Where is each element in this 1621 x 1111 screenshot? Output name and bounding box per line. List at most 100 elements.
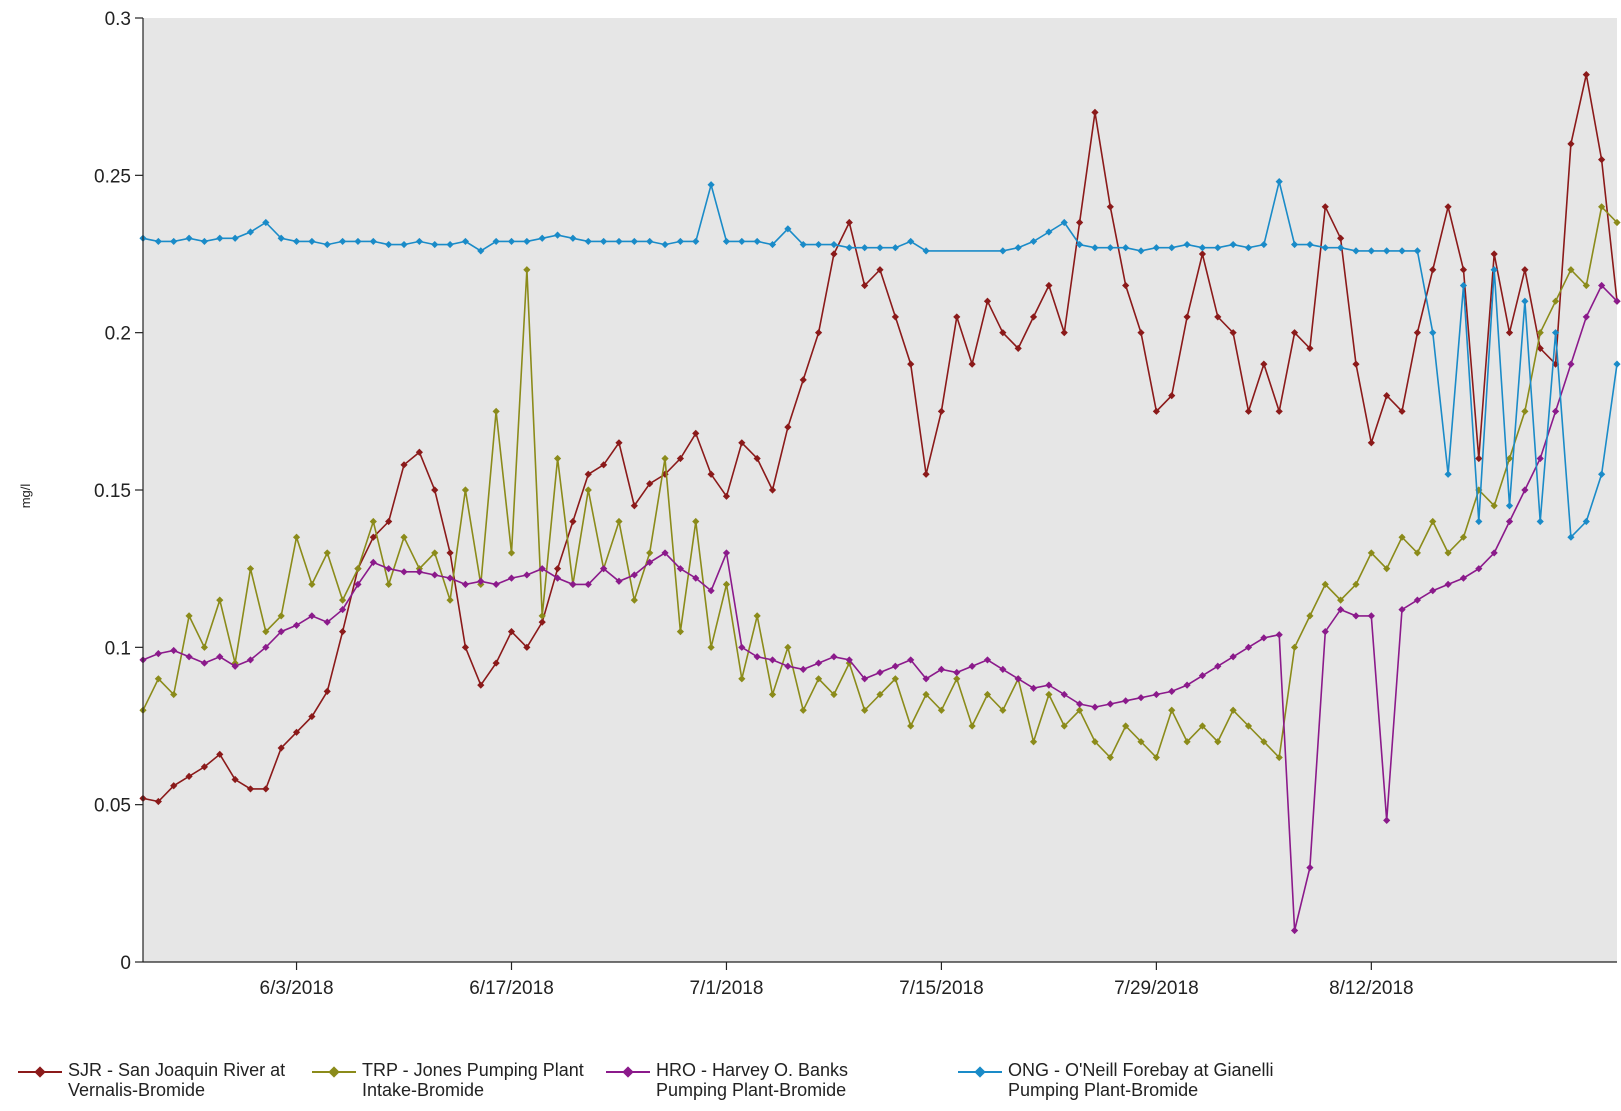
plot-area — [143, 18, 1617, 962]
data-point — [1429, 329, 1437, 337]
data-point — [262, 218, 270, 227]
data-point — [154, 797, 162, 806]
data-point — [1444, 580, 1452, 588]
data-point — [784, 225, 792, 233]
data-point — [1490, 266, 1498, 274]
data-point — [1029, 738, 1038, 746]
data-point — [1168, 392, 1176, 400]
data-point — [615, 577, 623, 585]
data-point — [922, 247, 930, 255]
data-point — [953, 675, 961, 683]
data-point — [308, 237, 316, 246]
data-point — [692, 574, 700, 582]
data-point — [1122, 697, 1130, 705]
data-point — [1536, 344, 1544, 352]
data-point — [569, 580, 577, 588]
data-point — [1076, 706, 1084, 714]
data-point — [446, 549, 454, 557]
data-point — [154, 650, 162, 658]
data-point — [1045, 681, 1053, 689]
data-point — [814, 329, 823, 337]
y-tick-label: 0 — [120, 953, 131, 974]
data-point — [1429, 587, 1437, 595]
data-point — [676, 565, 684, 573]
data-point — [400, 568, 408, 576]
data-point — [369, 558, 377, 566]
y-ticks: 0 0.05 0.1 0.15 0.2 0.25 0.3 — [94, 9, 143, 974]
data-point — [400, 461, 408, 469]
data-point — [1152, 407, 1160, 415]
data-point — [523, 237, 531, 246]
data-point — [738, 643, 746, 651]
data-point — [385, 580, 393, 588]
data-point — [1551, 407, 1560, 415]
data-point — [339, 596, 347, 604]
data-point — [1137, 738, 1145, 746]
data-point — [1567, 533, 1575, 541]
data-point — [1536, 517, 1544, 526]
data-point — [1490, 502, 1498, 510]
data-point — [492, 407, 500, 415]
data-point — [1505, 502, 1514, 510]
data-point — [1444, 470, 1452, 478]
data-point — [246, 785, 255, 793]
data-point — [1475, 565, 1483, 573]
data-point — [584, 237, 592, 246]
data-point — [1490, 549, 1498, 557]
data-point — [339, 605, 347, 614]
data-point — [983, 656, 992, 664]
data-point — [1398, 605, 1406, 614]
data-point — [1321, 580, 1329, 588]
data-point — [999, 329, 1007, 337]
data-point — [738, 439, 746, 447]
data-point — [1598, 156, 1606, 164]
data-point — [461, 237, 470, 246]
data-point — [1214, 662, 1222, 670]
data-point — [216, 234, 224, 242]
data-point — [799, 665, 807, 673]
data-point — [431, 571, 439, 579]
data-point — [1459, 533, 1468, 541]
data-point — [646, 237, 654, 246]
data-point — [492, 659, 500, 667]
data-point — [876, 668, 884, 677]
data-point — [1290, 329, 1299, 337]
data-point — [1198, 244, 1207, 252]
data-point — [692, 429, 700, 437]
data-point — [891, 675, 899, 683]
data-point — [1321, 244, 1329, 252]
data-point — [1321, 203, 1329, 211]
data-point — [922, 675, 930, 683]
legend: SJR - San Joaquin River at Vernalis-Brom… — [18, 1060, 1618, 1108]
data-point — [1521, 266, 1529, 274]
series-group — [139, 71, 1621, 935]
data-point — [1337, 605, 1345, 614]
data-point — [1383, 565, 1391, 573]
data-point — [1383, 392, 1391, 400]
data-point — [1091, 108, 1099, 116]
data-point — [538, 618, 546, 626]
data-point — [722, 492, 731, 500]
data-point — [477, 681, 485, 689]
data-point — [1260, 738, 1268, 746]
data-point — [369, 517, 377, 526]
data-point — [507, 237, 516, 246]
data-point — [369, 237, 377, 246]
data-point — [784, 662, 792, 670]
data-point — [231, 662, 239, 670]
data-point — [170, 646, 178, 655]
data-point — [1429, 517, 1437, 526]
data-point — [999, 665, 1007, 673]
data-point — [262, 628, 270, 636]
data-point — [707, 470, 715, 478]
data-point — [1337, 596, 1345, 604]
data-point — [1183, 240, 1191, 249]
data-point — [1413, 596, 1421, 604]
data-point — [553, 231, 562, 239]
data-point — [354, 237, 362, 246]
series-2 — [139, 281, 1621, 935]
data-point — [170, 237, 178, 246]
data-point — [1244, 643, 1253, 651]
data-point — [722, 237, 731, 246]
